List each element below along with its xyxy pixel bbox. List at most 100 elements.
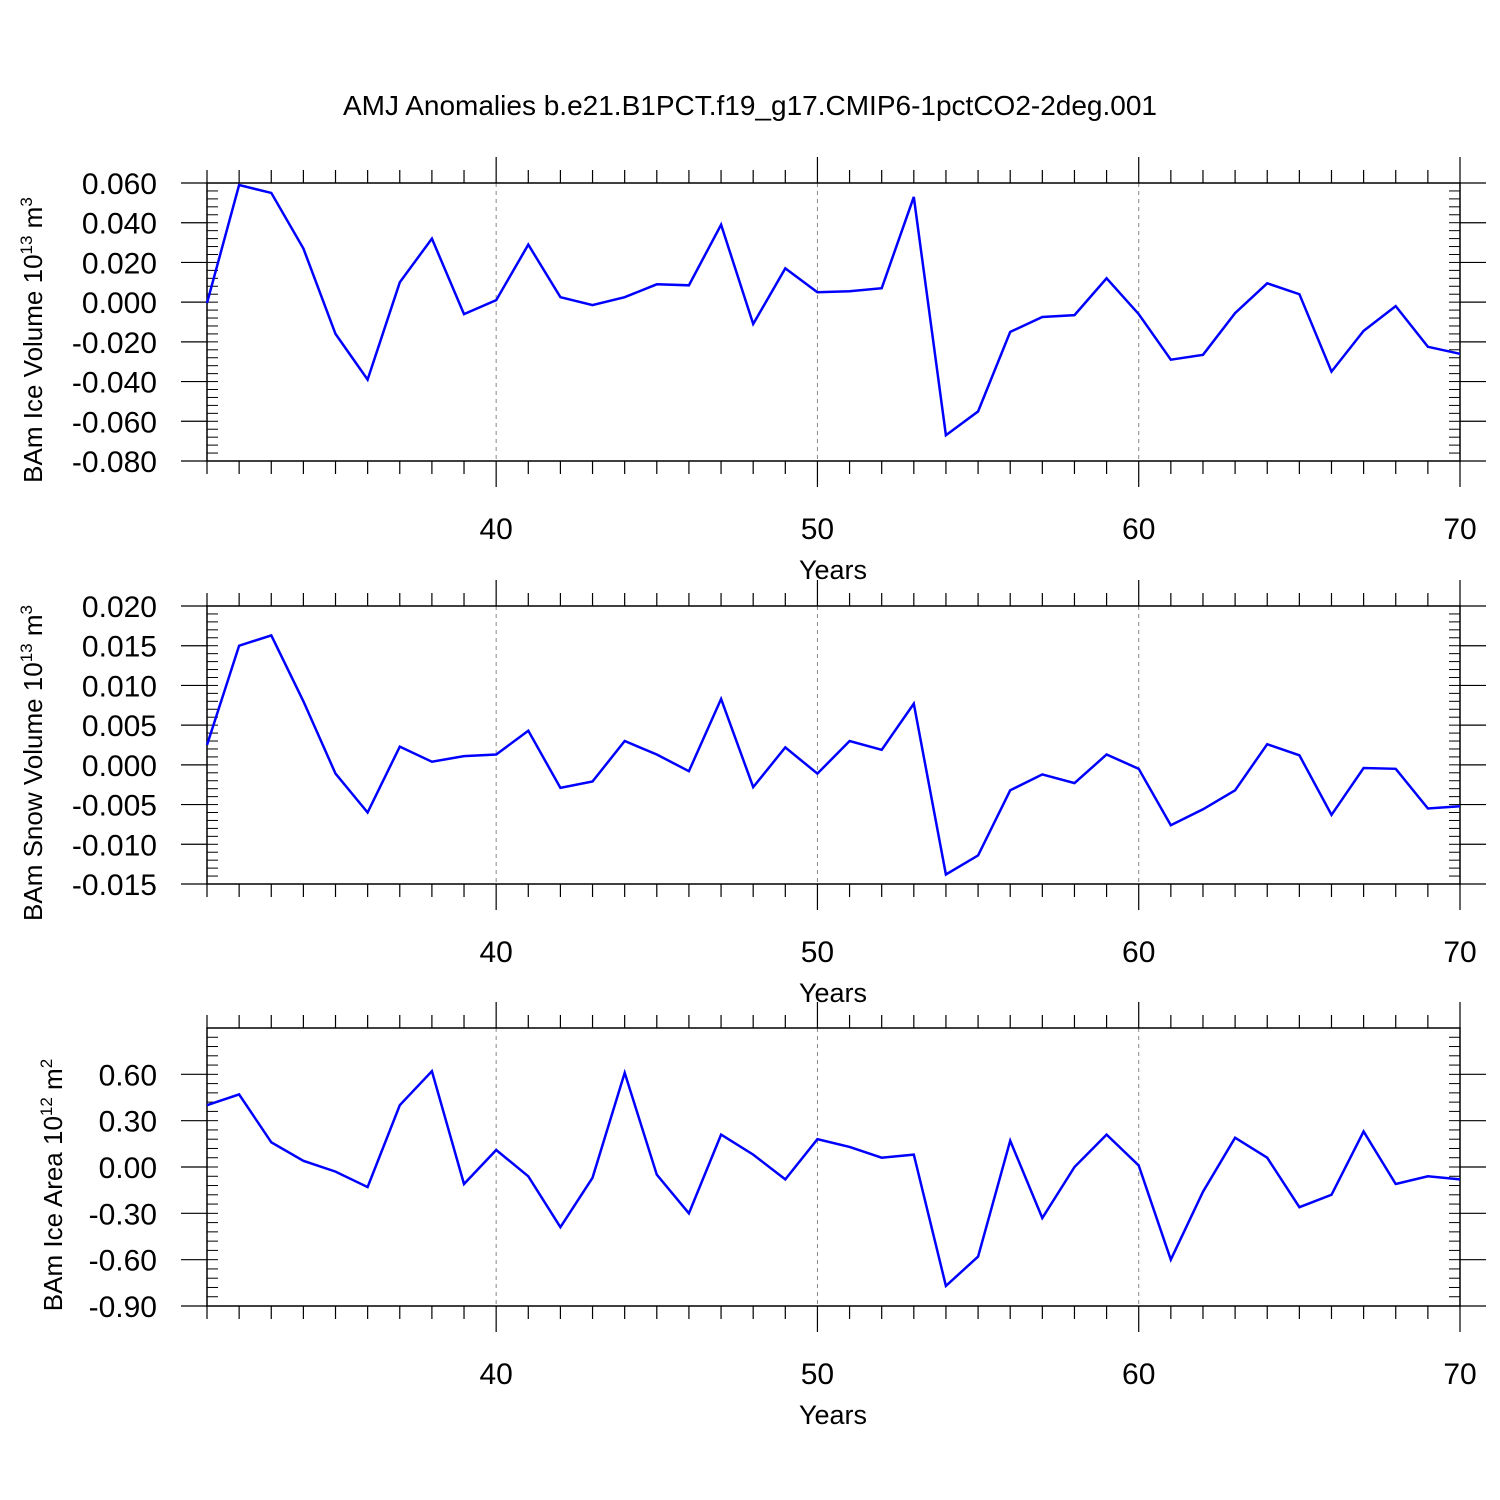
- data-point: [1072, 313, 1076, 317]
- data-point: [783, 1177, 787, 1181]
- data-point: [205, 743, 209, 747]
- y-axis-label: BAm Snow Volume 1013 m3: [17, 605, 48, 921]
- data-point: [783, 266, 787, 270]
- x-tick-label: 70: [1443, 936, 1476, 969]
- data-point: [880, 748, 884, 752]
- data-point: [334, 332, 338, 336]
- data-point: [1008, 330, 1012, 334]
- data-point: [1297, 1205, 1301, 1209]
- data-point: [1040, 772, 1044, 776]
- data-point: [558, 786, 562, 790]
- x-tick-label: 70: [1443, 513, 1476, 546]
- data-point: [1362, 329, 1366, 333]
- data-point: [237, 183, 241, 187]
- chart-panel-1: 0.060 0.040 0.020 0.000 -0.020 -0.040 -0.060 -0…: [17, 157, 1486, 585]
- data-point: [205, 301, 209, 305]
- data-point: [655, 282, 659, 286]
- y-tick-label: 0.015: [82, 631, 157, 664]
- y-tick-label: 0.040: [82, 208, 157, 241]
- data-point: [1072, 781, 1076, 785]
- data-point: [655, 1173, 659, 1177]
- data-point: [1008, 1139, 1012, 1143]
- data-point: [1362, 766, 1366, 770]
- data-point: [687, 1211, 691, 1215]
- figure-title: AMJ Anomalies b.e21.B1PCT.f19_g17.CMIP6-…: [342, 90, 1157, 121]
- data-point: [1105, 753, 1109, 757]
- data-point: [1297, 292, 1301, 296]
- data-point: [398, 280, 402, 284]
- data-point: [366, 1185, 370, 1189]
- data-point: [1233, 1136, 1237, 1140]
- data-point: [623, 739, 627, 743]
- x-tick-label: 50: [801, 936, 834, 969]
- data-point: [815, 772, 819, 776]
- data-point: [623, 295, 627, 299]
- x-tick-label: 50: [801, 513, 834, 546]
- data-point: [1137, 767, 1141, 771]
- data-point: [944, 872, 948, 876]
- data-point: [815, 1137, 819, 1141]
- data-point: [1458, 1177, 1462, 1181]
- data-point: [558, 1225, 562, 1229]
- y-tick-label: 0.010: [82, 670, 157, 703]
- data-point: [462, 754, 466, 758]
- data-point: [976, 853, 980, 857]
- data-point: [1072, 1165, 1076, 1169]
- y-tick-label: 0.005: [82, 710, 157, 743]
- series-line: [205, 183, 1461, 438]
- data-point: [719, 697, 723, 701]
- data-point: [1458, 804, 1462, 808]
- x-tick-label: 70: [1443, 1358, 1476, 1391]
- data-point: [1329, 1193, 1333, 1197]
- x-tick-label: 50: [801, 1358, 834, 1391]
- y-tick-label: -0.020: [72, 327, 157, 360]
- x-tick-label: 60: [1122, 1358, 1155, 1391]
- data-point: [366, 378, 370, 382]
- data-point: [237, 1092, 241, 1096]
- data-point: [1233, 788, 1237, 792]
- data-point: [719, 1133, 723, 1137]
- data-point: [591, 1176, 595, 1180]
- data-point: [494, 1148, 498, 1152]
- x-tick-label: 40: [479, 513, 512, 546]
- data-point: [1265, 742, 1269, 746]
- data-point: [269, 633, 273, 637]
- data-point: [1105, 276, 1109, 280]
- data-point: [912, 702, 916, 706]
- data-point: [1169, 1258, 1173, 1262]
- data-point: [526, 729, 530, 733]
- x-tick-label: 40: [479, 936, 512, 969]
- y-tick-label: 0.060: [82, 168, 157, 201]
- data-point: [1040, 315, 1044, 319]
- y-axis-label: BAm Ice Volume 1013 m3: [17, 197, 48, 483]
- data-point: [269, 191, 273, 195]
- data-point: [848, 739, 852, 743]
- data-point: [269, 1140, 273, 1144]
- data-point: [430, 1069, 434, 1073]
- data-point: [526, 243, 530, 247]
- y-tick-label: 0.60: [99, 1059, 157, 1092]
- y-tick-label: 0.30: [99, 1106, 157, 1139]
- data-point: [398, 1103, 402, 1107]
- data-point: [1394, 1182, 1398, 1186]
- data-point: [1201, 1190, 1205, 1194]
- data-point: [880, 1156, 884, 1160]
- data-point: [976, 1255, 980, 1259]
- data-point: [1265, 281, 1269, 285]
- data-point: [494, 298, 498, 302]
- y-tick-label: -0.040: [72, 367, 157, 400]
- data-point: [1362, 1129, 1366, 1133]
- y-tick-label: -0.90: [89, 1291, 157, 1324]
- data-point: [237, 644, 241, 648]
- x-axis-label: Years: [799, 555, 867, 585]
- series-line: [205, 633, 1461, 877]
- data-point: [1040, 1216, 1044, 1220]
- data-point: [1105, 1133, 1109, 1137]
- data-point: [462, 1182, 466, 1186]
- data-point: [1329, 370, 1333, 374]
- data-point: [1169, 358, 1173, 362]
- data-point: [623, 1071, 627, 1075]
- data-point: [1394, 767, 1398, 771]
- data-point: [1329, 813, 1333, 817]
- data-point: [430, 760, 434, 764]
